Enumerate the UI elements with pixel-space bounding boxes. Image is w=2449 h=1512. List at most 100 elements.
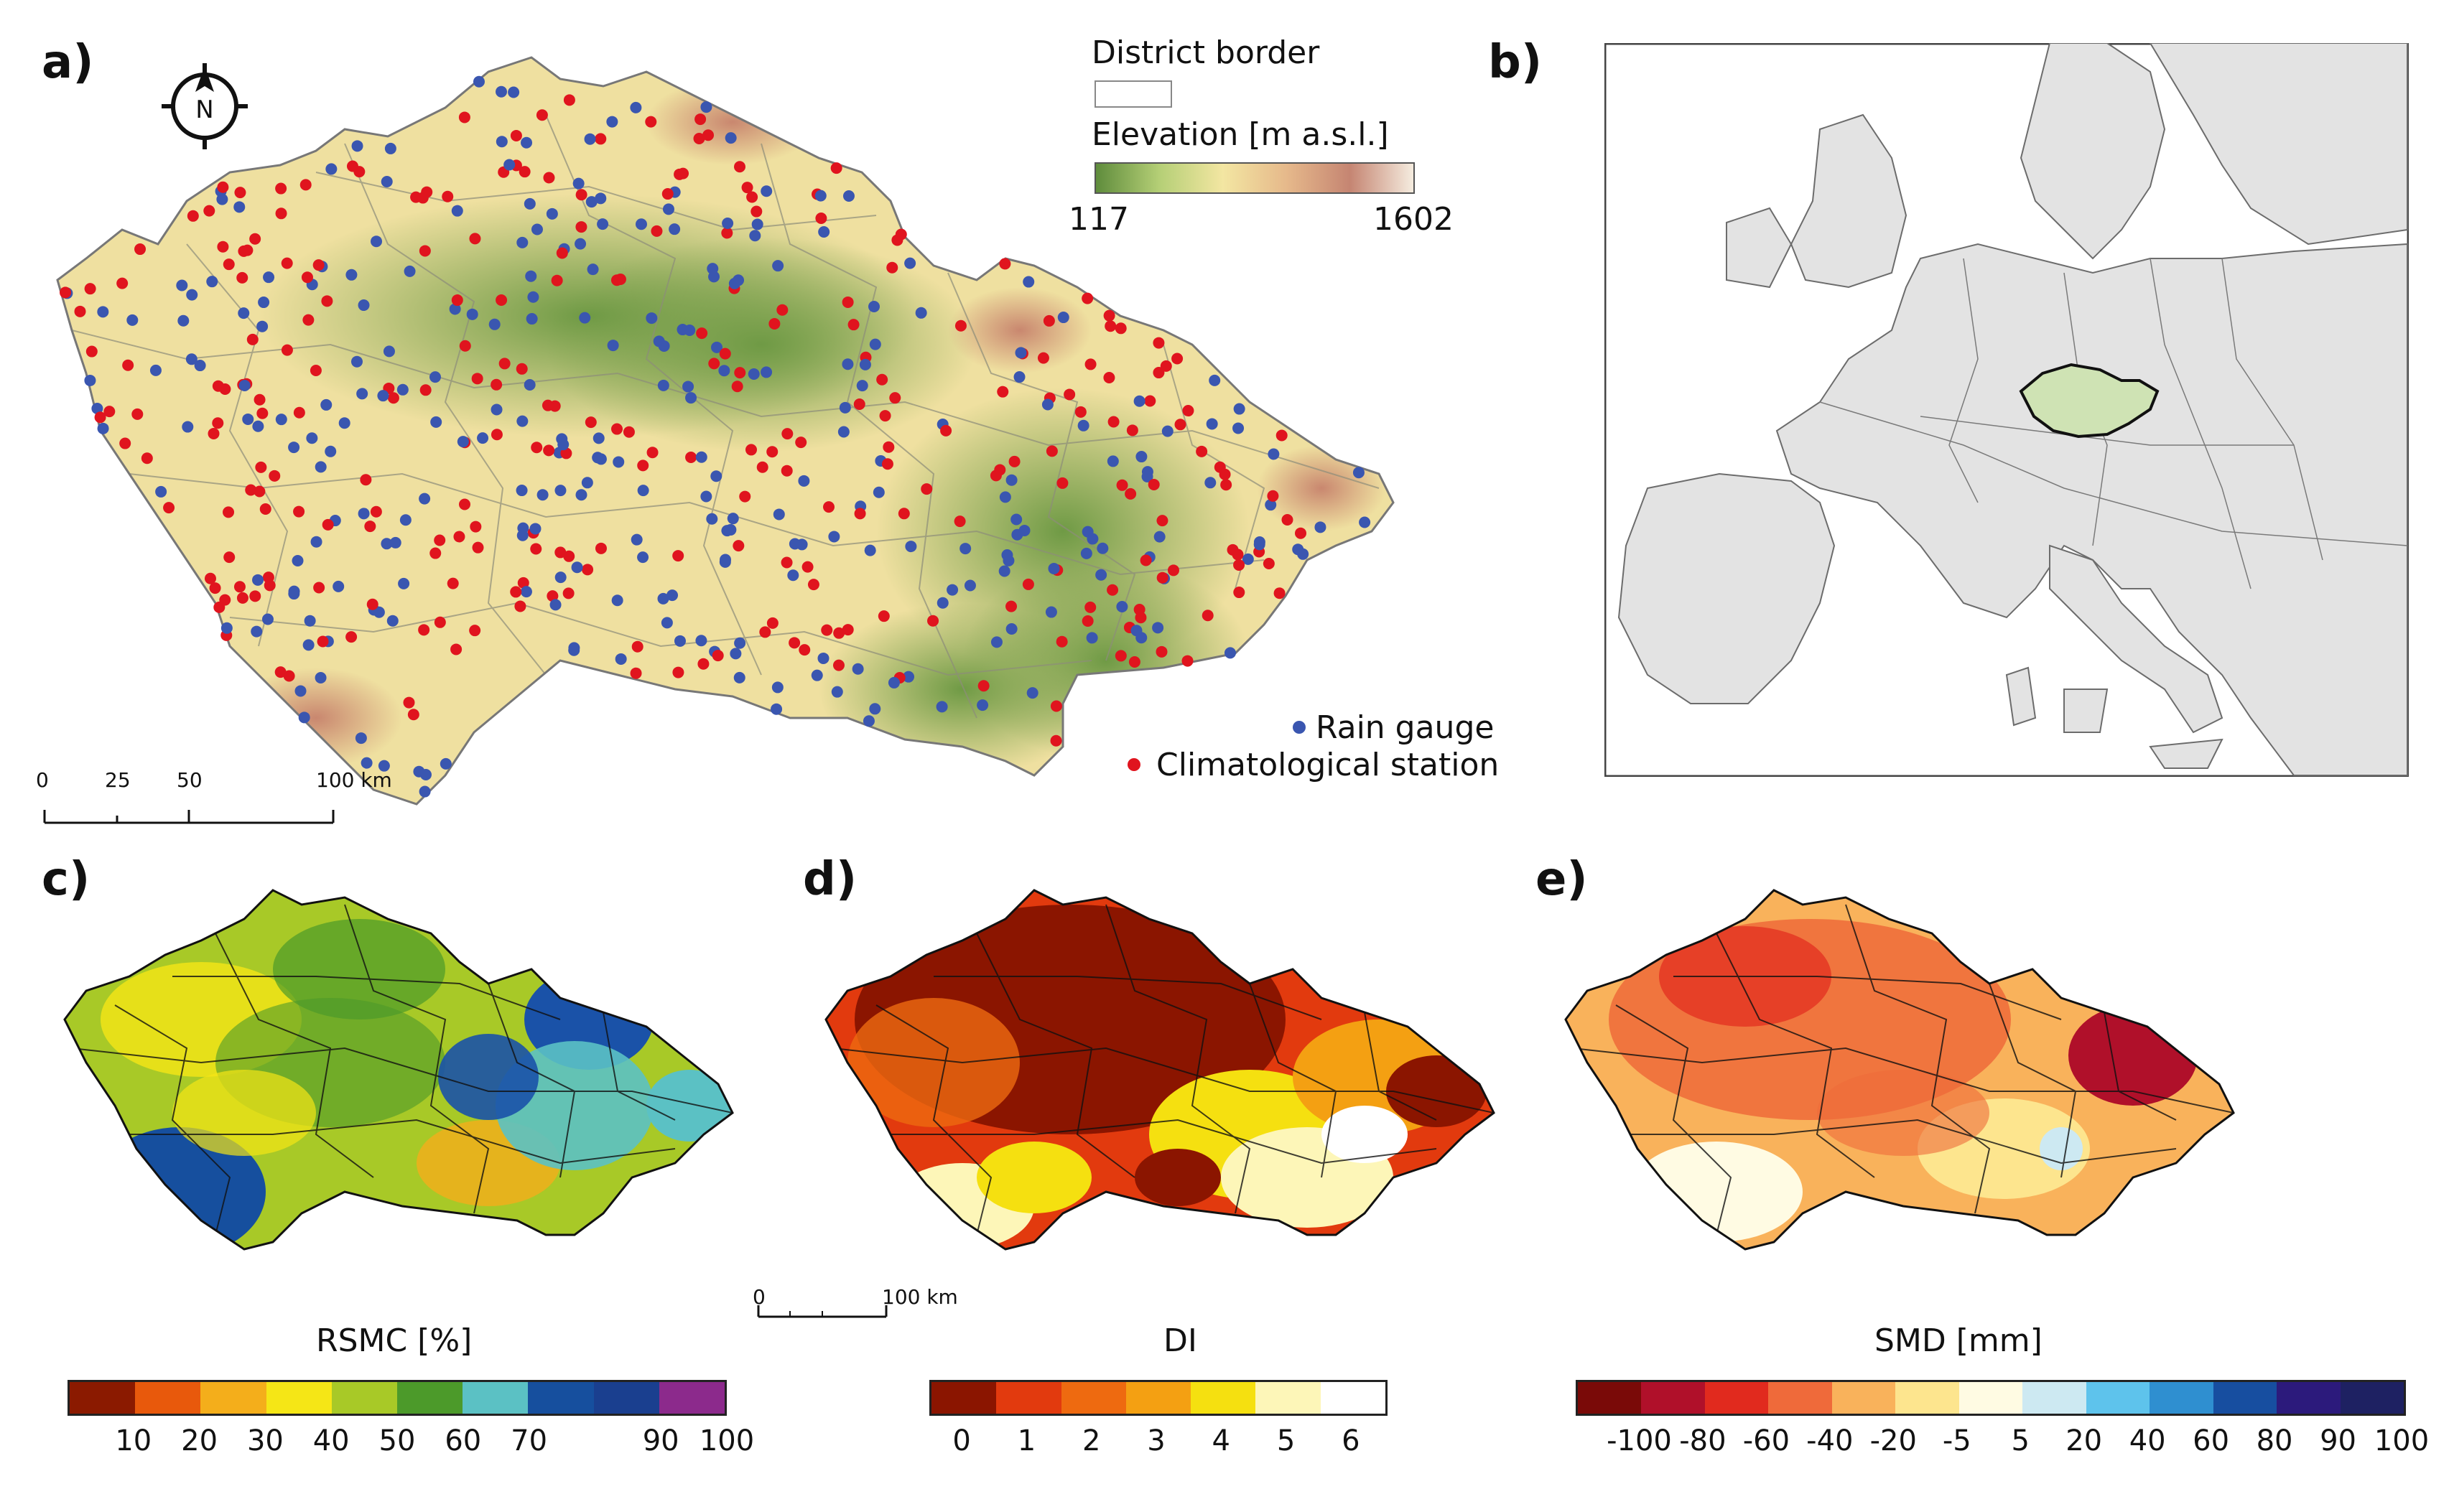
rain-gauge-point [263, 271, 275, 284]
climate-station-point [563, 550, 575, 562]
climate-station-point [510, 586, 522, 598]
rain-gauge-point [1352, 467, 1365, 479]
climate-station-point [696, 327, 708, 340]
climate-station-point [1084, 601, 1097, 613]
climate-station-point [842, 296, 854, 308]
climate-station-point [234, 187, 246, 199]
rain-gauge-point [904, 257, 916, 269]
climate-station-point [1115, 650, 1127, 662]
smd-tick-label: -40 [1806, 1424, 1854, 1457]
climate-station-point [163, 502, 175, 514]
rain-gauge-point [977, 699, 989, 711]
climate-station-point [876, 373, 888, 386]
rsmc-tick-label: 90 [642, 1424, 679, 1457]
rain-gauge-point [1001, 549, 1013, 561]
rain-gauge-point [818, 225, 830, 238]
climate-station-point [122, 359, 134, 371]
rain-gauge-point [1057, 312, 1069, 324]
climate-station-point [219, 594, 231, 606]
rain-gauge-point [613, 456, 625, 468]
rain-gauge-point [252, 420, 264, 432]
rain-gauge-point [1005, 474, 1018, 486]
rain-gauge-point [186, 289, 198, 301]
climate-station-point [387, 392, 399, 404]
rain-gauge-point [711, 341, 723, 353]
rain-gauge-point [964, 579, 976, 592]
climate-station-point [560, 447, 572, 459]
climate-station-point [789, 637, 801, 649]
rain-gauge-point [721, 525, 733, 537]
rain-gauge-point [457, 436, 469, 448]
rain-gauge-point [595, 192, 607, 205]
rain-gauge-point [1005, 623, 1018, 635]
rain-gauge-point [261, 613, 274, 625]
climate-station-point [1133, 604, 1146, 616]
di-color-3 [1125, 1382, 1191, 1414]
rain-gauge-point [177, 314, 190, 327]
climate-station-point [542, 399, 554, 411]
climate-station-point [898, 508, 910, 520]
climate-station-point [719, 347, 731, 360]
panel-e-smd-map [1564, 889, 2235, 1251]
elev-min-label: 117 [1069, 201, 1129, 238]
climate-station-point [997, 386, 1009, 398]
rain-gauge-point [1153, 531, 1166, 543]
rain-gauge-point [524, 379, 536, 391]
scale-a-tick-50: 50 [177, 768, 203, 792]
climate-station-point [623, 426, 635, 438]
climate-station-point [84, 283, 96, 295]
rain-gauge-point [302, 639, 315, 651]
climate-station-point [1116, 479, 1128, 491]
climate-station-point [1281, 514, 1293, 526]
rain-gauge-point [1209, 374, 1221, 386]
rain-gauge-point [477, 432, 489, 444]
rain-gauge-point [419, 493, 431, 505]
rain-gauge-point [554, 485, 567, 497]
rsmc-color-6 [463, 1382, 529, 1414]
rain-gauge-point [546, 207, 558, 220]
smd-color-4 [1831, 1382, 1896, 1414]
climate-station-point [1294, 527, 1306, 539]
rain-gauge-point [1232, 422, 1245, 434]
rain-gauge-point [315, 671, 327, 683]
rain-gauge-point [722, 218, 734, 230]
climate-station-point [245, 484, 257, 496]
climate-station-point [1156, 571, 1168, 584]
climate-station-point [1050, 700, 1062, 712]
climate-station-point [233, 581, 246, 593]
rain-gauge-point [383, 345, 395, 358]
climate-station-point [313, 582, 325, 594]
climate-station-point [693, 132, 705, 144]
rain-gauge-point [811, 669, 823, 681]
climate-station-point [821, 624, 833, 636]
climate-station-point [830, 162, 842, 174]
di-colorbar [929, 1380, 1388, 1416]
climate-station-point [442, 190, 454, 202]
rain-gauge-point [684, 324, 696, 336]
rain-gauge-point [1224, 647, 1236, 659]
rain-gauge-point [1045, 606, 1057, 618]
climate-station-point [1082, 292, 1094, 304]
climate-station-point [1160, 360, 1172, 372]
climate-station-point [1084, 358, 1097, 370]
climate-station-point [491, 429, 503, 441]
climate-station-point [281, 257, 293, 269]
panel-label-b: b) [1488, 36, 1543, 89]
climate-station-point [734, 367, 746, 379]
climate-station-point [403, 696, 415, 709]
climate-station-point [1202, 610, 1214, 622]
climate-station-point [530, 543, 542, 555]
rain-gauge-point [508, 86, 520, 98]
smd-tick-label: 100 [2374, 1424, 2430, 1457]
rain-gauge-point [1018, 524, 1031, 536]
panel-label-d: d) [803, 853, 858, 906]
climate-station-point [434, 534, 446, 546]
legend-border-title: District border [1092, 34, 1320, 71]
panel-d-di-map [824, 889, 1495, 1251]
climate-station-point [1115, 322, 1127, 335]
rain-gauge-point [1026, 687, 1038, 699]
rain-gauge-point [852, 663, 864, 675]
scale-d-tick-0: 0 [753, 1285, 766, 1309]
climate-station-point [255, 461, 267, 473]
climate-station-point [756, 461, 768, 473]
